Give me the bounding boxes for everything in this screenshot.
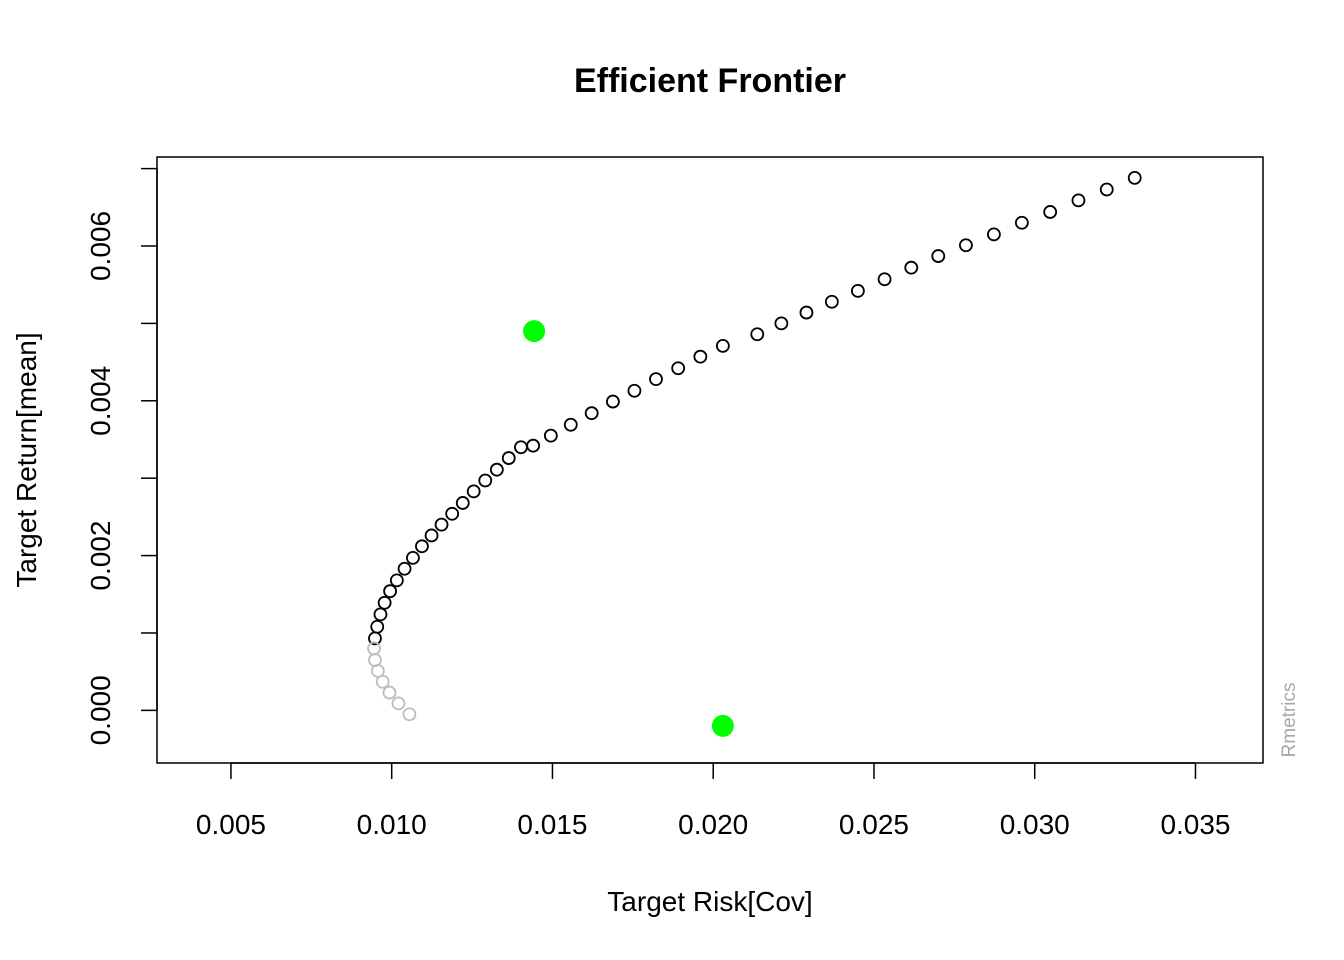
x-tick-label: 0.030 xyxy=(1000,809,1070,840)
frontier-point xyxy=(397,561,412,576)
highlight-point xyxy=(711,714,734,737)
frontier-point xyxy=(1014,215,1029,230)
frontier-point xyxy=(489,462,504,477)
y-tick-label: 0.004 xyxy=(85,366,116,436)
frontier-point xyxy=(563,417,578,432)
y-axis-label: Target Return[mean] xyxy=(11,332,42,587)
frontier-point xyxy=(424,528,439,543)
frontier-point xyxy=(774,316,789,331)
frontier-point xyxy=(377,595,392,610)
frontier-point xyxy=(904,260,919,275)
frontier-point xyxy=(478,473,493,488)
frontier-point xyxy=(627,383,642,398)
frontier-point xyxy=(750,327,765,342)
y-tick-label: 0.006 xyxy=(85,211,116,281)
frontier-point xyxy=(466,484,481,499)
x-tick-label: 0.035 xyxy=(1160,809,1230,840)
frontier-point xyxy=(671,361,686,376)
inefficient-point xyxy=(402,707,417,722)
frontier-point xyxy=(434,517,449,532)
frontier-point xyxy=(715,338,730,353)
frontier-point xyxy=(501,451,516,465)
inefficient-point xyxy=(382,685,397,700)
frontier-point xyxy=(389,573,404,588)
frontier-point xyxy=(455,496,470,510)
frontier-point xyxy=(526,438,541,453)
x-axis: 0.005 0.010 0.015 0.020 0.025 0.030 0.035 xyxy=(196,762,1231,840)
frontier-point xyxy=(649,372,663,387)
frontier-point xyxy=(824,294,839,309)
x-tick-label: 0.025 xyxy=(839,809,909,840)
x-tick-label: 0.020 xyxy=(678,809,748,840)
x-tick-label: 0.010 xyxy=(357,809,427,840)
x-tick-label: 0.015 xyxy=(517,809,587,840)
frontier-point xyxy=(693,349,708,364)
frontier-point xyxy=(850,283,865,298)
frontier-point xyxy=(1127,170,1142,185)
frontier-point xyxy=(959,238,973,253)
frontier-point xyxy=(406,551,420,565)
frontier-point xyxy=(931,249,946,263)
inefficient-point xyxy=(391,696,406,711)
frontier-point xyxy=(986,227,1001,242)
frontier-point xyxy=(1043,205,1058,219)
data-points xyxy=(367,170,1142,737)
y-tick-label: 0.002 xyxy=(85,521,116,591)
chart-title: Efficient Frontier xyxy=(574,62,846,100)
frontier-point xyxy=(799,305,814,320)
highlight-point xyxy=(523,320,546,343)
plot-frame xyxy=(156,156,1264,764)
inefficient-point xyxy=(375,674,390,689)
frontier-point xyxy=(514,440,528,455)
frontier-point xyxy=(1071,193,1086,208)
frontier-point xyxy=(373,607,388,622)
frontier-point xyxy=(584,406,599,421)
x-axis-label: Target Risk[Cov] xyxy=(607,886,812,917)
frontier-point xyxy=(383,584,397,599)
frontier-point xyxy=(445,506,460,521)
frontier-point xyxy=(1099,182,1114,197)
frontier-point xyxy=(877,272,892,287)
frontier-point xyxy=(370,619,385,634)
y-axis: 0.000 0.002 0.004 0.006 xyxy=(85,167,158,745)
frontier-point xyxy=(606,394,620,409)
rmetrics-watermark: Rmetrics xyxy=(1279,683,1300,758)
frontier-point xyxy=(415,539,429,554)
frontier-point xyxy=(543,428,558,443)
x-tick-label: 0.005 xyxy=(196,809,266,840)
y-tick-label: 0.000 xyxy=(85,675,116,745)
